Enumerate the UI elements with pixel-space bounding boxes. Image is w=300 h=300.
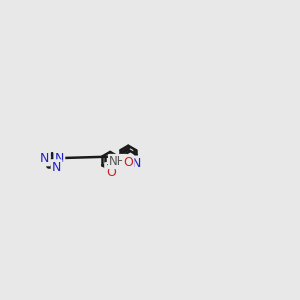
Text: N: N (40, 152, 50, 165)
Text: N: N (131, 157, 141, 170)
Text: N: N (55, 152, 64, 165)
Text: N: N (105, 163, 115, 176)
Text: O: O (123, 156, 133, 169)
Text: O: O (106, 167, 116, 179)
Text: NH: NH (109, 155, 127, 168)
Text: N: N (52, 160, 61, 173)
